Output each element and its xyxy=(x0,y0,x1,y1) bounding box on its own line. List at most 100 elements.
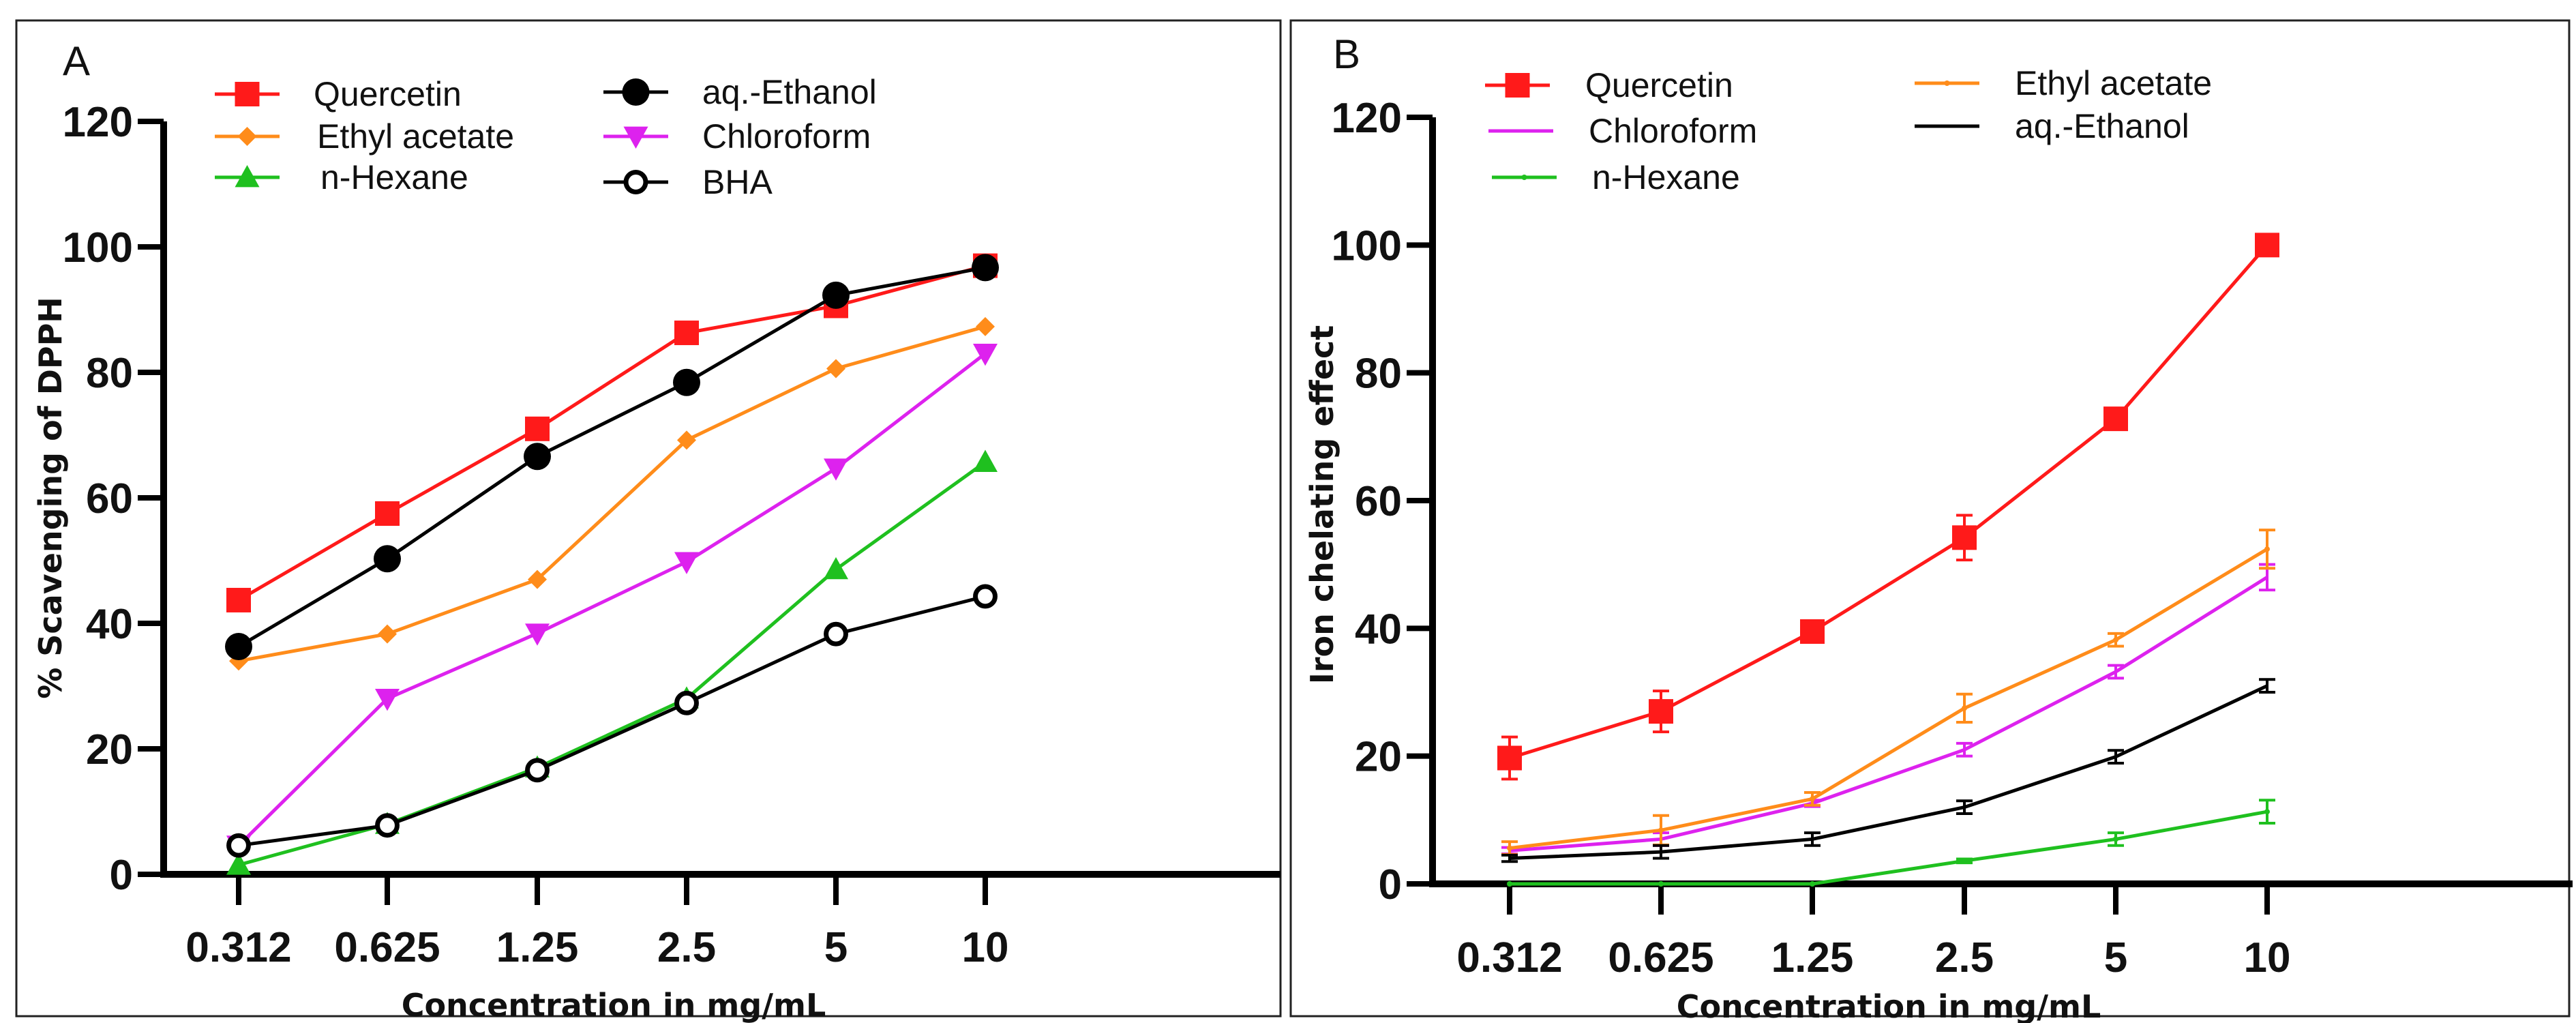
series-n-hexane xyxy=(1507,799,2275,887)
legend-item: aq.-Ethanol xyxy=(1915,107,2189,145)
data-point xyxy=(1658,881,1664,887)
y-tick-label: 20 xyxy=(1355,734,1402,781)
data-point xyxy=(524,443,551,471)
data-point xyxy=(1952,525,1977,550)
series-line xyxy=(238,460,987,867)
legend-label: Ethyl acetate xyxy=(317,117,514,155)
x-tick-label: 10 xyxy=(962,924,1009,971)
data-point xyxy=(1507,881,1512,887)
data-point xyxy=(1507,845,1512,851)
y-tick-label: 120 xyxy=(1332,95,1402,142)
data-point xyxy=(1810,881,1815,887)
legend-item: n-Hexane xyxy=(1492,158,1740,196)
legend-label: aq.-Ethanol xyxy=(2015,107,2189,145)
series-line xyxy=(238,595,986,848)
data-point xyxy=(1962,858,1967,864)
series-aq-ethanol xyxy=(1501,678,2275,863)
data-point xyxy=(674,321,699,346)
data-point xyxy=(528,569,547,589)
x-tick-label: 10 xyxy=(2244,934,2291,981)
data-point xyxy=(374,545,401,573)
legend-item: aq.-Ethanol xyxy=(603,73,877,111)
legend-marker xyxy=(1505,73,1530,98)
data-point xyxy=(1962,705,1967,711)
chart-panel-A: A 0 20 40 60 80 100 120 0.312 0.625 1.25 2.5 5 10 Conc… xyxy=(15,19,1282,1023)
legend-label: BHA xyxy=(702,163,773,201)
series-line xyxy=(1509,684,2268,861)
legend-marker xyxy=(237,127,257,146)
panel-label: B xyxy=(1333,31,1360,77)
y-tick-label: 0 xyxy=(1379,861,1402,908)
series-line xyxy=(238,325,986,663)
legend-label: Chloroform xyxy=(702,117,871,155)
legend-marker xyxy=(235,82,260,106)
y-tick-label: 80 xyxy=(86,350,133,397)
series-n-hexane xyxy=(226,449,998,875)
x-tick-label: 2.5 xyxy=(657,924,716,971)
data-point xyxy=(1497,745,1522,771)
x-tick-label: 0.312 xyxy=(185,924,291,971)
series-chloroform xyxy=(1501,563,2275,855)
panel-border xyxy=(15,19,1282,1018)
x-tick-label: 2.5 xyxy=(1935,934,1994,981)
y-tick-label: 120 xyxy=(63,99,133,146)
y-tick-label: 40 xyxy=(86,601,133,648)
legend-label: n-Hexane xyxy=(1592,158,1740,196)
data-point xyxy=(2113,637,2118,643)
x-tick-label: 1.25 xyxy=(496,924,579,971)
series-ethyl-acetate xyxy=(229,316,995,671)
panel-label: A xyxy=(63,38,90,84)
legend-label: n-Hexane xyxy=(320,158,468,196)
legend-marker xyxy=(1521,175,1527,180)
data-point xyxy=(226,833,251,858)
legend-item: Quercetin xyxy=(215,75,462,113)
data-point xyxy=(525,758,550,783)
data-point xyxy=(1800,619,1825,644)
data-point xyxy=(1810,796,1815,802)
data-point xyxy=(226,587,251,612)
series-line xyxy=(1509,548,2268,850)
panel-border xyxy=(1289,19,2571,1018)
legend-marker xyxy=(1944,80,1950,86)
series-line xyxy=(237,265,986,649)
data-point xyxy=(973,584,998,609)
data-point xyxy=(2103,406,2128,432)
series-ethyl-acetate xyxy=(1501,529,2275,856)
x-tick-label: 1.25 xyxy=(1771,934,1854,981)
data-point xyxy=(824,557,848,580)
data-point xyxy=(2264,546,2270,552)
data-point xyxy=(525,623,550,646)
data-point xyxy=(973,344,998,366)
series-line xyxy=(237,264,986,602)
data-point xyxy=(673,368,700,396)
legend-item: Ethyl acetate xyxy=(1915,64,2212,102)
x-tick-label: 5 xyxy=(2104,934,2127,981)
data-point xyxy=(824,458,848,481)
data-point xyxy=(226,853,251,875)
legend-item: Chloroform xyxy=(1488,112,1757,150)
legend-label: aq.-Ethanol xyxy=(702,73,877,111)
data-point xyxy=(378,624,397,644)
y-tick-label: 100 xyxy=(1332,222,1402,269)
data-point xyxy=(822,281,850,309)
legend-label: Ethyl acetate xyxy=(2015,64,2212,102)
x-axis-label: Concentration in mg/mL xyxy=(1677,988,2101,1023)
data-point xyxy=(826,359,845,379)
data-point xyxy=(973,449,998,472)
y-tick-label: 20 xyxy=(86,726,133,773)
y-tick-label: 40 xyxy=(1355,606,1402,653)
series-bha xyxy=(226,584,998,858)
data-point xyxy=(972,254,999,282)
data-point xyxy=(375,813,400,838)
y-axis-label: Iron chelating effect xyxy=(1304,325,1341,685)
y-tick-label: 0 xyxy=(110,852,133,899)
y-tick-label: 80 xyxy=(1355,351,1402,398)
legend-marker xyxy=(623,170,648,194)
data-point xyxy=(674,552,699,574)
series-line xyxy=(1509,243,2268,760)
x-tick-label: 0.625 xyxy=(334,924,440,971)
x-tick-label: 0.312 xyxy=(1456,934,1562,981)
series-aq-ethanol xyxy=(225,254,999,661)
series-line xyxy=(237,352,987,847)
series-line xyxy=(1509,576,2268,853)
